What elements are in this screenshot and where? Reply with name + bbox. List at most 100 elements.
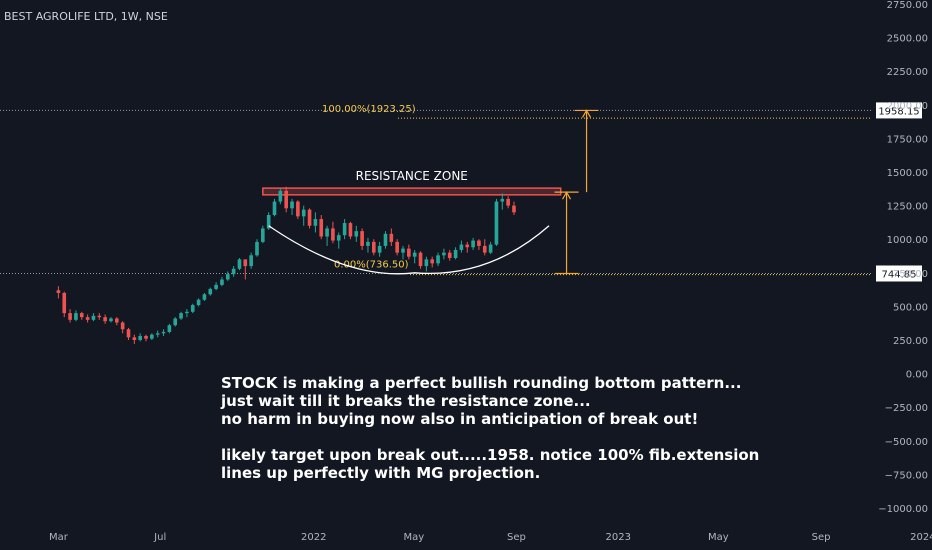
candle-body [290, 201, 294, 209]
rounding-bottom [268, 225, 550, 275]
candle-body [407, 248, 411, 257]
resistance-zone: RESISTANCE ZONE [262, 169, 562, 196]
candle-body [447, 252, 452, 259]
candle [120, 321, 125, 334]
candle [115, 317, 119, 326]
candle [190, 303, 195, 314]
x-tick-label: May [708, 532, 729, 543]
candle-body [74, 313, 78, 320]
candle-body [231, 268, 236, 275]
candle-body [401, 248, 405, 253]
candle [465, 241, 470, 253]
candle [430, 256, 435, 268]
y-tick-label: −750.00 [885, 470, 928, 481]
candle [56, 286, 61, 299]
y-tick-label: 1750.00 [887, 134, 928, 145]
candle [296, 200, 300, 220]
candle-body [319, 219, 324, 237]
candle-body [313, 219, 318, 226]
price-tag-label: 1958.15 [878, 106, 919, 117]
candle-body [85, 317, 90, 320]
x-tick-label: Mar [49, 532, 69, 543]
annotation-line: just wait till it breaks the resistance … [220, 392, 591, 410]
x-tick-label: Jul [153, 532, 166, 543]
candle-body [208, 288, 213, 295]
candle [424, 256, 429, 272]
candle [500, 193, 505, 210]
candle [266, 212, 271, 230]
candle [225, 271, 230, 281]
candle-body [348, 223, 353, 237]
candle [366, 237, 370, 253]
candle-body [225, 274, 230, 280]
candle [202, 292, 207, 302]
y-tick-label: 1500.00 [887, 168, 928, 179]
candle [471, 237, 475, 250]
x-tick-label: 2023 [606, 532, 631, 543]
candle [179, 311, 183, 320]
candle-body [477, 240, 481, 246]
candle-body [325, 228, 329, 237]
candle-body [167, 325, 172, 332]
candle-body [506, 198, 510, 206]
candle [389, 228, 394, 246]
candle-body [494, 201, 499, 245]
candle [447, 249, 452, 261]
y-tick-label: 750.00 [893, 269, 928, 280]
candle-body [173, 318, 178, 326]
candle [196, 298, 201, 307]
candle-body [179, 313, 183, 319]
candle [383, 231, 388, 249]
candle [68, 309, 72, 323]
candle [97, 313, 102, 320]
candle [331, 221, 335, 244]
x-tick-label: Sep [812, 532, 831, 543]
candle [284, 186, 289, 213]
y-tick-label: 2000.00 [887, 101, 928, 112]
candle [506, 196, 510, 209]
candle-body [185, 311, 189, 314]
y-tick-label: −500.00 [885, 437, 928, 448]
candles [56, 186, 516, 345]
candle-body [512, 205, 516, 213]
annotation-line: STOCK is making a perfect bullish roundi… [221, 374, 741, 392]
candle [395, 239, 399, 256]
candle-body [62, 292, 67, 314]
candle-body [261, 228, 265, 242]
candle [155, 330, 160, 338]
candle [453, 247, 458, 260]
price-tag-box [876, 102, 922, 119]
candle-body [278, 190, 283, 202]
candle-body [395, 241, 399, 253]
candle-body [109, 318, 113, 322]
candle [185, 309, 189, 318]
projection-target-arrow [582, 109, 592, 118]
candle [477, 239, 481, 250]
candle [255, 239, 259, 257]
candle-body [371, 241, 376, 253]
candle-body [202, 294, 207, 300]
candle [208, 287, 213, 296]
candle [161, 329, 166, 336]
candle-body [220, 279, 224, 285]
projection-arrow-head [562, 190, 572, 200]
candle [261, 225, 265, 244]
candle-body [249, 255, 253, 267]
candle-body [132, 337, 137, 340]
candle [231, 266, 236, 277]
candle [167, 323, 172, 334]
candle-body [68, 313, 72, 320]
candle-body [79, 313, 84, 318]
candle [79, 311, 84, 320]
y-axis[interactable]: 2750.00 2500.00 2250.00 2000.00 1750.00 1500.… [878, 0, 928, 515]
candle-body [103, 317, 107, 322]
x-axis[interactable]: Mar Jul 2022 May Sep 2023 May Sep 2024 [49, 532, 932, 543]
candle [272, 198, 277, 217]
candle-body [459, 244, 464, 250]
candle [91, 313, 96, 322]
candle [459, 240, 464, 253]
candle-body [243, 259, 248, 267]
candle-body [296, 201, 300, 217]
